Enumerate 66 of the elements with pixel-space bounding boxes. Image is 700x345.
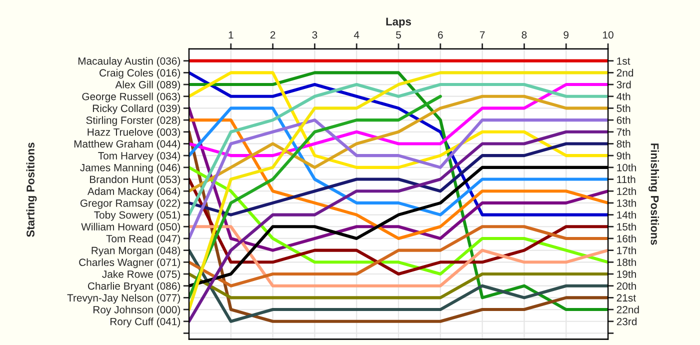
series-label: Matthew Graham (044) <box>74 140 180 150</box>
y-tick-label: 23rd <box>616 318 637 326</box>
y-tick-label: 21st <box>616 294 636 302</box>
y-tick-label: 15th <box>617 222 636 231</box>
series-label: James Manning (046) <box>80 164 180 174</box>
y-tick-label: 17th <box>617 246 636 254</box>
y-tick-label: 5th <box>616 104 630 112</box>
y-tick-label: 10th <box>617 164 636 172</box>
x-tick-label: 3 <box>312 31 318 39</box>
text: Starting Positions <box>26 142 37 237</box>
x-tick-label: 4 <box>354 31 360 38</box>
series-label: Ryan Morgan (048) <box>92 246 180 256</box>
series-label: Trevyn-Jay Nelson (077) <box>67 294 180 304</box>
series-label: Charlie Bryant (086) <box>88 282 180 292</box>
series-label: Craig Coles (016) <box>100 68 180 79</box>
series-label: Alex Gill (089) <box>115 80 180 90</box>
y-tick-label: 3rd <box>616 80 631 88</box>
series-label: Rory Cuff (041) <box>110 318 180 328</box>
series-label: Ricky Collard (039) <box>92 104 180 114</box>
series-label: Brandon Hunt (053) <box>90 175 180 186</box>
series-label: Macaulay Austin (036) <box>78 57 180 67</box>
line-series <box>189 94 608 193</box>
y-tick-label: 14th <box>617 211 636 219</box>
y-tick-label: 19th <box>617 270 636 278</box>
line-series <box>189 94 442 300</box>
x-tick-label: 9 <box>564 31 569 39</box>
y-tick-label: 12th <box>617 187 636 195</box>
y-tick-label: 4th <box>616 92 630 100</box>
x-tick-label: 7 <box>480 31 485 38</box>
y-tick-label: 18th <box>617 258 636 266</box>
series-label: Toby Sowery (051) <box>94 211 180 221</box>
x-tick-label: 1 <box>228 31 234 38</box>
y-tick-label: 6th <box>616 116 630 124</box>
series-label: George Russell (063) <box>82 92 180 102</box>
line-series <box>189 142 608 216</box>
line-series <box>189 248 608 323</box>
series-label: Charles Wagner (071) <box>79 258 180 268</box>
x-tick-label: 6 <box>438 31 443 39</box>
series-label: Roy Johnson (000) <box>94 306 180 316</box>
x-tick-label: 5 <box>396 31 401 39</box>
series-label: Jake Rowe (075) <box>102 270 180 280</box>
series-label: Stirling Forster (028) <box>86 116 180 126</box>
line-series <box>189 118 608 240</box>
x-tick-label: 2 <box>270 31 276 38</box>
series-label: Gregor Ramsay (022) <box>80 199 180 209</box>
series-label: William Howard (050) <box>81 222 180 233</box>
series-label: Tom Read (047) <box>106 234 180 244</box>
y-tick-label: 20th <box>616 282 636 290</box>
y-tick-label: 11th <box>617 175 636 184</box>
y-tick-label: 13th <box>617 199 636 207</box>
y-axis-title: Finishing Positions <box>648 144 659 245</box>
y-tick-label: 2nd <box>616 68 634 77</box>
y-tick-label: 7th <box>616 128 630 136</box>
x-tick-label: 10 <box>603 31 614 39</box>
line-series <box>189 106 608 216</box>
y-tick-label: 16th <box>617 234 636 242</box>
x-tick-label: 8 <box>522 31 527 39</box>
x-axis-title: Laps <box>386 18 412 28</box>
y-tick-label: 8th <box>616 140 630 148</box>
y-tick-label: 9th <box>616 152 630 160</box>
y-tick-label: 1st <box>617 57 630 65</box>
series-label: Hazz Truelove (003) <box>88 128 180 138</box>
series-label: Tom Harvey (034) <box>98 152 180 162</box>
y-tick-label: 22nd <box>616 306 639 314</box>
series-label: Adam Mackay (064) <box>87 187 180 198</box>
line-series <box>189 225 608 288</box>
